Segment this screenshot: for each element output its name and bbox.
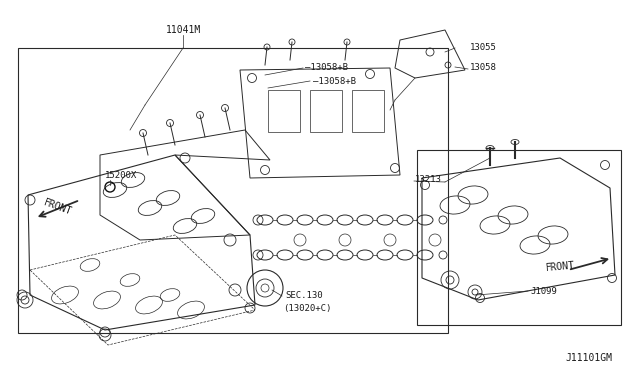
Text: FRONT: FRONT: [545, 261, 575, 273]
Text: (13020+C): (13020+C): [283, 304, 332, 312]
Text: 13058: 13058: [470, 64, 497, 73]
Text: —13058+B: —13058+B: [313, 77, 356, 86]
Text: J11101GM: J11101GM: [565, 353, 612, 363]
Text: 11041M: 11041M: [165, 25, 200, 35]
Text: J1099: J1099: [530, 286, 557, 295]
Bar: [18, 48, 448, 333]
Text: FRONT: FRONT: [42, 197, 73, 217]
Text: 13213: 13213: [415, 176, 442, 185]
Text: 15200X: 15200X: [105, 171, 137, 180]
Text: —13058+B: —13058+B: [305, 64, 348, 73]
Text: 13055: 13055: [470, 44, 497, 52]
Text: SEC.130: SEC.130: [285, 292, 323, 301]
Bar: [417, 150, 621, 325]
